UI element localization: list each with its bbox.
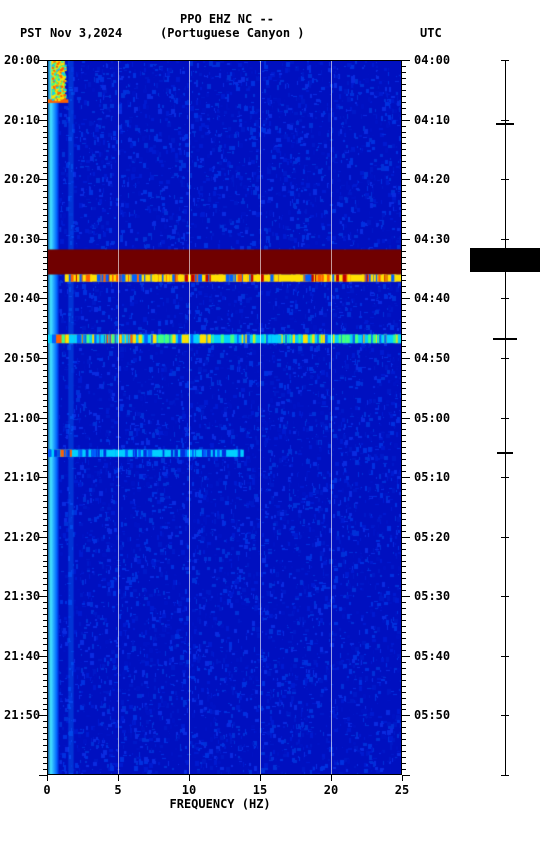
y-tick-right: 05:20 [414, 530, 450, 544]
seismogram-trace [470, 60, 540, 775]
title-line2: (Portuguese Canyon ) [160, 26, 305, 40]
y-tick-left: 21:40 [4, 649, 39, 663]
x-tick-label: 10 [182, 783, 196, 797]
spectrogram-figure: PST Nov 3,2024 PPO EHZ NC -- (Portuguese… [0, 0, 552, 840]
y-tick-right: 05:50 [414, 708, 450, 722]
spectrogram-overlay [47, 60, 402, 775]
y-tick-right: 05:10 [414, 470, 450, 484]
y-tick-right: 04:40 [414, 291, 450, 305]
y-tick-left: 21:00 [4, 411, 39, 425]
x-axis-label: FREQUENCY (HZ) [170, 797, 271, 811]
y-tick-left: 21:50 [4, 708, 39, 722]
y-tick-right: 04:20 [414, 172, 450, 186]
y-tick-left: 20:00 [4, 53, 39, 67]
y-tick-left: 21:20 [4, 530, 39, 544]
y-tick-right: 04:30 [414, 232, 450, 246]
y-tick-right: 04:10 [414, 113, 450, 127]
y-tick-right: 05:30 [414, 589, 450, 603]
y-tick-right: 04:50 [414, 351, 450, 365]
y-tick-left: 21:10 [4, 470, 39, 484]
title-line1: PPO EHZ NC -- [180, 12, 274, 26]
y-tick-right: 04:00 [414, 53, 450, 67]
y-tick-left: 20:20 [4, 172, 39, 186]
y-tick-left: 21:30 [4, 589, 39, 603]
x-tick-label: 25 [395, 783, 409, 797]
y-tick-left: 20:30 [4, 232, 39, 246]
x-tick-label: 5 [114, 783, 121, 797]
x-tick-label: 15 [253, 783, 267, 797]
y-tick-left: 20:40 [4, 291, 39, 305]
x-tick-label: 20 [324, 783, 338, 797]
y-tick-right: 05:40 [414, 649, 450, 663]
y-tick-left: 20:10 [4, 113, 39, 127]
y-tick-left: 20:50 [4, 351, 39, 365]
y-tick-right: 05:00 [414, 411, 450, 425]
utc-label: UTC [420, 26, 442, 40]
x-tick-label: 0 [43, 783, 50, 797]
date-label: Nov 3,2024 [50, 26, 122, 40]
pst-label: PST [20, 26, 42, 40]
